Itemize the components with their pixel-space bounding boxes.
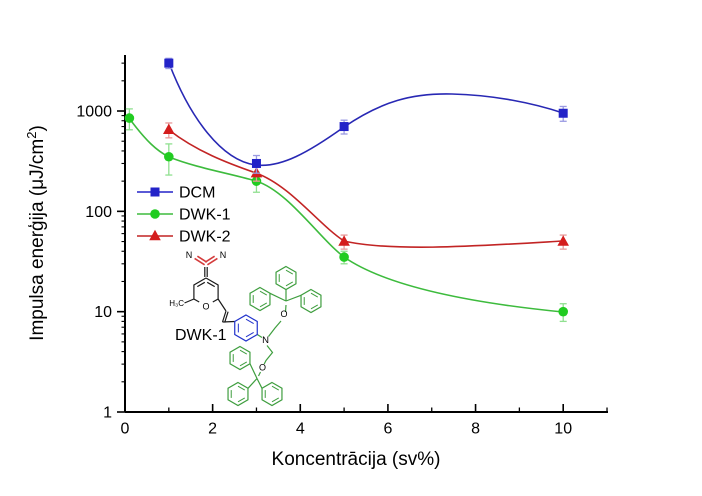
- data-point-marker: [163, 123, 175, 134]
- aromatic-inner-bond: [237, 385, 246, 391]
- x-tick-label: 2: [208, 421, 217, 438]
- x-tick-label: 10: [554, 421, 572, 438]
- data-point-marker: [338, 235, 350, 246]
- aromatic-inner-bond: [245, 331, 254, 338]
- x-axis-title: Koncentrācija (sv%): [272, 449, 441, 470]
- aromatic-inner-bond: [239, 349, 248, 355]
- aromatic-inner-bond: [285, 269, 294, 275]
- y-tick-label: 1000: [76, 104, 112, 121]
- phenyl-ring: [249, 286, 271, 312]
- data-point-marker: [164, 58, 174, 68]
- data-point-marker: [558, 108, 568, 118]
- molecule-rings: [227, 265, 322, 407]
- molecule-linker-bonds: [247, 289, 302, 389]
- legend-marker-triangle: [149, 229, 161, 241]
- legend-label-dwk2: DWK-2: [179, 229, 231, 246]
- methyl-label: H₃C: [169, 299, 184, 308]
- molecule-pyran-skeleton: [184, 267, 235, 323]
- dwk2-curve: [168, 129, 564, 248]
- data-points: [124, 57, 569, 323]
- amine-n-label: N: [262, 335, 269, 346]
- nitrile-n-right-label: N: [220, 250, 227, 260]
- axis-tick-labels: 0 2 4 6 8 10 1 10 100 1000: [76, 104, 572, 438]
- y-axis-title: Impulsa enerģija (μJ/cm2): [24, 125, 48, 341]
- series-dcm: [164, 57, 568, 174]
- aromatic-inner-bond: [245, 318, 254, 325]
- x-tick-label: 8: [471, 421, 480, 438]
- phenyl-ring: [261, 381, 283, 407]
- pyran-o-label: O: [202, 302, 209, 312]
- aromatic-inner-bond: [310, 304, 319, 310]
- aromatic-inner-bond: [259, 290, 268, 296]
- ether-o-top-label: O: [280, 309, 287, 319]
- aromatic-inner-bond: [271, 397, 280, 403]
- axis-lines: [124, 55, 608, 413]
- data-point-marker: [339, 122, 349, 132]
- phenyl-ring: [229, 345, 251, 371]
- legend-marker-circle: [150, 209, 160, 219]
- data-point-marker: [339, 252, 349, 262]
- legend-item-dwk2: DWK-2: [137, 229, 231, 246]
- data-point-marker: [164, 151, 174, 162]
- legend-label-dcm: DCM: [179, 185, 215, 202]
- aromatic-inner-bond: [271, 385, 280, 391]
- data-point-marker: [557, 235, 569, 246]
- y-tick-label: 10: [94, 304, 112, 321]
- molecule-nitrile-bonds: [194, 255, 218, 266]
- molecule-name-label: DWK-1: [175, 327, 227, 344]
- x-tick-label: 6: [383, 421, 392, 438]
- legend: DCM DWK-1 DWK-2: [137, 185, 231, 246]
- x-tick-label: 4: [296, 421, 305, 438]
- legend-item-dcm: DCM: [137, 185, 215, 202]
- aromatic-inner-bond: [285, 281, 294, 287]
- dcm-curve: [168, 62, 564, 167]
- data-point-marker: [558, 306, 568, 317]
- phenyl-ring: [300, 288, 322, 314]
- aromatic-inner-bond: [237, 397, 246, 403]
- phenylene-ring: [234, 314, 258, 342]
- molecule-structure: N N H₃C O N O O DWK-1: [169, 250, 322, 407]
- phenyl-ring: [227, 381, 249, 407]
- aromatic-inner-bond: [239, 361, 248, 367]
- aromatic-inner-bond: [259, 302, 268, 308]
- y-tick-label: 1: [103, 405, 112, 422]
- x-tick-label: 0: [121, 421, 130, 438]
- ether-o-bottom-label: O: [259, 363, 266, 373]
- data-point-marker: [251, 158, 261, 168]
- legend-label-dwk1: DWK-1: [179, 207, 231, 224]
- aromatic-inner-bond: [310, 292, 319, 298]
- legend-item-dwk1: DWK-1: [137, 207, 231, 224]
- data-point-marker: [124, 113, 135, 123]
- y-tick-label: 100: [85, 204, 112, 221]
- legend-marker-square: [150, 187, 160, 197]
- nitrile-n-left-label: N: [186, 250, 193, 260]
- phenyl-ring: [275, 265, 297, 291]
